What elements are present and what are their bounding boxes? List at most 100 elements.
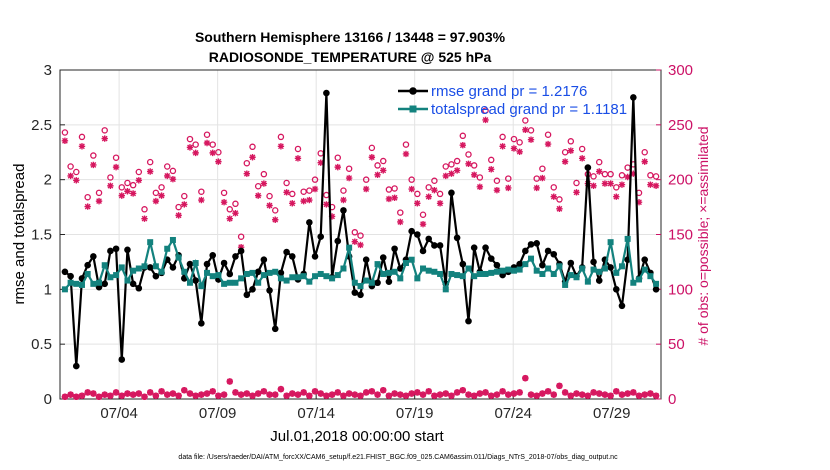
obs-bottom-assimilated-point [624,390,631,397]
obs-bottom-assimilated-point [215,392,222,399]
rmse-point [254,268,262,276]
obs-assimilated-point [260,180,268,187]
rmse-point [112,245,120,253]
obs-bottom-assimilated-point [419,391,427,398]
obs-bottom-assimilated-point [476,390,484,397]
spread-point [84,270,91,277]
obs-bottom-assimilated-point [567,392,575,399]
y-right-tick-label: 150 [668,227,693,244]
obs-possible-point [647,172,654,179]
obs-bottom-assimilated-point [652,392,660,399]
obs-bottom-assimilated-point [459,387,467,394]
obs-assimilated-point [289,200,296,207]
spread-point [573,274,580,281]
rmse-point [232,253,239,260]
obs-assimilated-point [181,201,188,208]
obs-possible-point [152,189,160,197]
obs-possible-point [192,141,199,148]
spread-point [107,274,114,281]
spread-point [306,278,313,285]
obs-assimilated-point [578,155,586,162]
obs-assimilated-point [141,215,148,222]
obs-bottom-assimilated-point [186,390,194,397]
obs-possible-point [607,170,614,178]
obs-bottom-assimilated-point [209,388,216,395]
obs-assimilated-point [306,196,313,204]
rmse-point [340,207,347,214]
obs-bottom-assimilated-point [573,390,580,397]
obs-possible-point [402,141,410,148]
obs-assimilated-point [317,159,324,166]
spread-point [158,268,165,275]
spread-point [420,265,427,272]
spread-point [135,265,142,272]
obs-assimilated-point [442,172,449,180]
rmse-point [124,246,131,254]
obs-bottom-assimilated-point [601,391,609,398]
spread-point [636,276,643,283]
obs-assimilated-point [215,158,222,165]
obs-possible-point [277,133,285,141]
obs-assimilated-point [67,172,74,180]
legend-spread-marker [409,105,417,113]
spread-point [294,274,301,281]
obs-possible-point [641,148,648,156]
spread-point [118,264,125,271]
obs-assimilated-point [243,170,251,177]
obs-assimilated-point [357,241,364,249]
obs-bottom-assimilated-point [380,387,387,394]
y-right-tick-label: 50 [668,336,685,353]
spread-point [130,267,137,274]
obs-possible-point [510,135,518,143]
x-axis-ticks: 07/04 07/09 07/14 07/19 07/24 07/29 [100,394,631,422]
obs-possible-point [408,176,415,183]
rmse-point [516,260,523,268]
rmse-point [391,245,398,253]
spread-point [510,267,517,274]
spread-point [238,275,245,282]
obs-bottom-assimilated-point [260,388,268,395]
obs-assimilated-point [544,140,552,148]
obs-possible-point [544,131,552,138]
obs-possible-point [90,152,97,159]
x-tick-label: 07/04 [100,405,138,422]
obs-possible-point [493,177,501,185]
rmse-point [107,247,114,255]
spread-point [90,280,97,287]
rmse-point [306,219,313,226]
obs-bottom-assimilated-point [164,391,171,398]
obs-bottom-assimilated-point [95,393,103,401]
obs-assimilated-point [493,186,501,194]
obs-assimilated-point [164,172,171,180]
obs-bottom-assimilated-point [522,374,529,382]
obs-assimilated-point [374,171,381,178]
obs-bottom-assimilated-point [277,385,285,393]
rmse-point [459,260,467,268]
obs-possible-point [260,170,268,178]
rmse-point [129,280,137,288]
obs-possible-point [124,179,131,187]
rmse-point [243,291,251,299]
rmse-point [169,264,177,271]
obs-assimilated-point [124,188,131,195]
obs-assimilated-point [101,135,108,142]
spread-point [226,279,233,286]
obs-bottom-assimilated-point [306,392,313,399]
obs-bottom-assimilated-point [294,391,302,398]
obs-assimilated-point [362,185,370,193]
obs-bottom-assimilated-point [107,392,114,399]
spread-point [300,273,307,280]
obs-assimilated-point [470,171,478,178]
obs-possible-point [391,185,398,192]
obs-possible-point [419,211,427,219]
obs-bottom-assimilated-point [641,391,648,398]
obs-possible-point [539,165,546,172]
x-tick-label: 07/14 [297,405,335,422]
obs-assimilated-point [465,160,472,168]
obs-possible-point [340,187,347,194]
obs-bottom-assimilated-point [340,392,347,399]
rmse-point [101,280,109,288]
obs-assimilated-point [300,197,307,205]
spread-point [374,261,381,268]
